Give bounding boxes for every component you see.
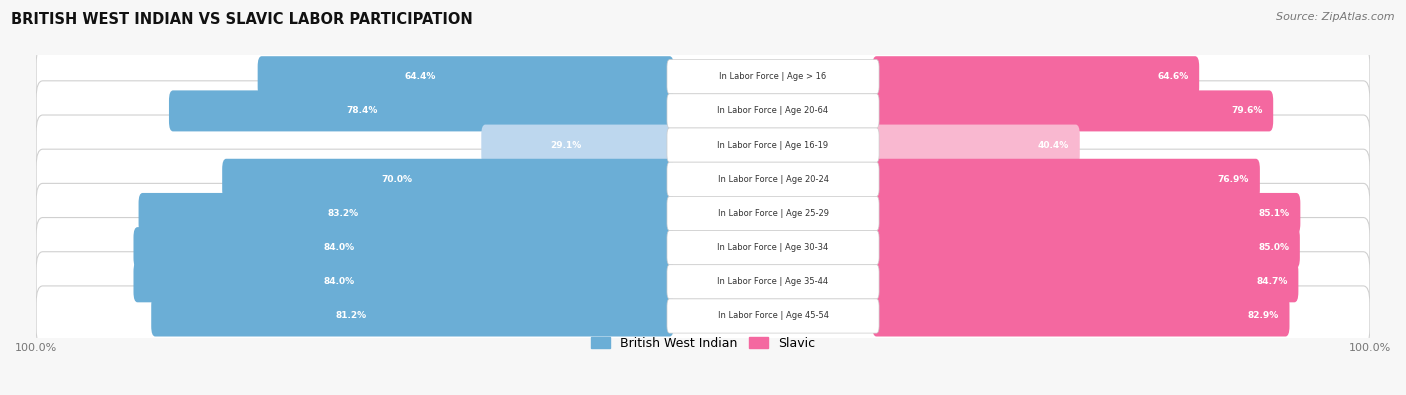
FancyBboxPatch shape bbox=[37, 115, 1369, 175]
Text: 85.1%: 85.1% bbox=[1258, 209, 1289, 218]
Text: 76.9%: 76.9% bbox=[1218, 175, 1249, 184]
FancyBboxPatch shape bbox=[169, 90, 673, 132]
Text: BRITISH WEST INDIAN VS SLAVIC LABOR PARTICIPATION: BRITISH WEST INDIAN VS SLAVIC LABOR PART… bbox=[11, 12, 472, 27]
Text: 81.2%: 81.2% bbox=[335, 312, 367, 320]
Text: 84.7%: 84.7% bbox=[1257, 277, 1288, 286]
FancyBboxPatch shape bbox=[872, 227, 1301, 268]
FancyBboxPatch shape bbox=[37, 183, 1369, 244]
Text: Source: ZipAtlas.com: Source: ZipAtlas.com bbox=[1277, 12, 1395, 22]
FancyBboxPatch shape bbox=[257, 56, 673, 97]
FancyBboxPatch shape bbox=[134, 261, 673, 302]
Text: 64.6%: 64.6% bbox=[1157, 72, 1188, 81]
FancyBboxPatch shape bbox=[666, 196, 879, 231]
FancyBboxPatch shape bbox=[666, 128, 879, 162]
FancyBboxPatch shape bbox=[872, 56, 1199, 97]
FancyBboxPatch shape bbox=[666, 231, 879, 265]
Text: 82.9%: 82.9% bbox=[1247, 312, 1279, 320]
FancyBboxPatch shape bbox=[481, 124, 673, 166]
FancyBboxPatch shape bbox=[139, 193, 673, 234]
Text: 70.0%: 70.0% bbox=[381, 175, 412, 184]
Text: In Labor Force | Age 25-29: In Labor Force | Age 25-29 bbox=[717, 209, 828, 218]
FancyBboxPatch shape bbox=[872, 261, 1298, 302]
Text: In Labor Force | Age 20-24: In Labor Force | Age 20-24 bbox=[717, 175, 828, 184]
FancyBboxPatch shape bbox=[872, 124, 1080, 166]
FancyBboxPatch shape bbox=[134, 227, 673, 268]
Text: 79.6%: 79.6% bbox=[1232, 106, 1263, 115]
FancyBboxPatch shape bbox=[222, 159, 673, 200]
Text: In Labor Force | Age 16-19: In Labor Force | Age 16-19 bbox=[717, 141, 828, 150]
FancyBboxPatch shape bbox=[872, 193, 1301, 234]
Text: 85.0%: 85.0% bbox=[1258, 243, 1289, 252]
FancyBboxPatch shape bbox=[666, 162, 879, 196]
FancyBboxPatch shape bbox=[37, 149, 1369, 209]
Text: In Labor Force | Age > 16: In Labor Force | Age > 16 bbox=[720, 72, 827, 81]
FancyBboxPatch shape bbox=[37, 81, 1369, 141]
Text: In Labor Force | Age 35-44: In Labor Force | Age 35-44 bbox=[717, 277, 828, 286]
FancyBboxPatch shape bbox=[872, 90, 1274, 132]
FancyBboxPatch shape bbox=[37, 286, 1369, 346]
FancyBboxPatch shape bbox=[37, 47, 1369, 107]
FancyBboxPatch shape bbox=[666, 265, 879, 299]
FancyBboxPatch shape bbox=[666, 299, 879, 333]
Text: 78.4%: 78.4% bbox=[347, 106, 378, 115]
FancyBboxPatch shape bbox=[37, 218, 1369, 278]
Text: 84.0%: 84.0% bbox=[323, 243, 354, 252]
FancyBboxPatch shape bbox=[37, 252, 1369, 312]
Text: In Labor Force | Age 30-34: In Labor Force | Age 30-34 bbox=[717, 243, 828, 252]
Legend: British West Indian, Slavic: British West Indian, Slavic bbox=[586, 332, 820, 355]
FancyBboxPatch shape bbox=[666, 94, 879, 128]
Text: 64.4%: 64.4% bbox=[405, 72, 436, 81]
Text: 84.0%: 84.0% bbox=[323, 277, 354, 286]
FancyBboxPatch shape bbox=[152, 295, 673, 337]
FancyBboxPatch shape bbox=[872, 295, 1289, 337]
FancyBboxPatch shape bbox=[666, 60, 879, 94]
FancyBboxPatch shape bbox=[872, 159, 1260, 200]
Text: In Labor Force | Age 20-64: In Labor Force | Age 20-64 bbox=[717, 106, 828, 115]
Text: 40.4%: 40.4% bbox=[1038, 141, 1069, 150]
Text: In Labor Force | Age 45-54: In Labor Force | Age 45-54 bbox=[717, 312, 828, 320]
Text: 29.1%: 29.1% bbox=[550, 141, 581, 150]
Text: 83.2%: 83.2% bbox=[328, 209, 359, 218]
